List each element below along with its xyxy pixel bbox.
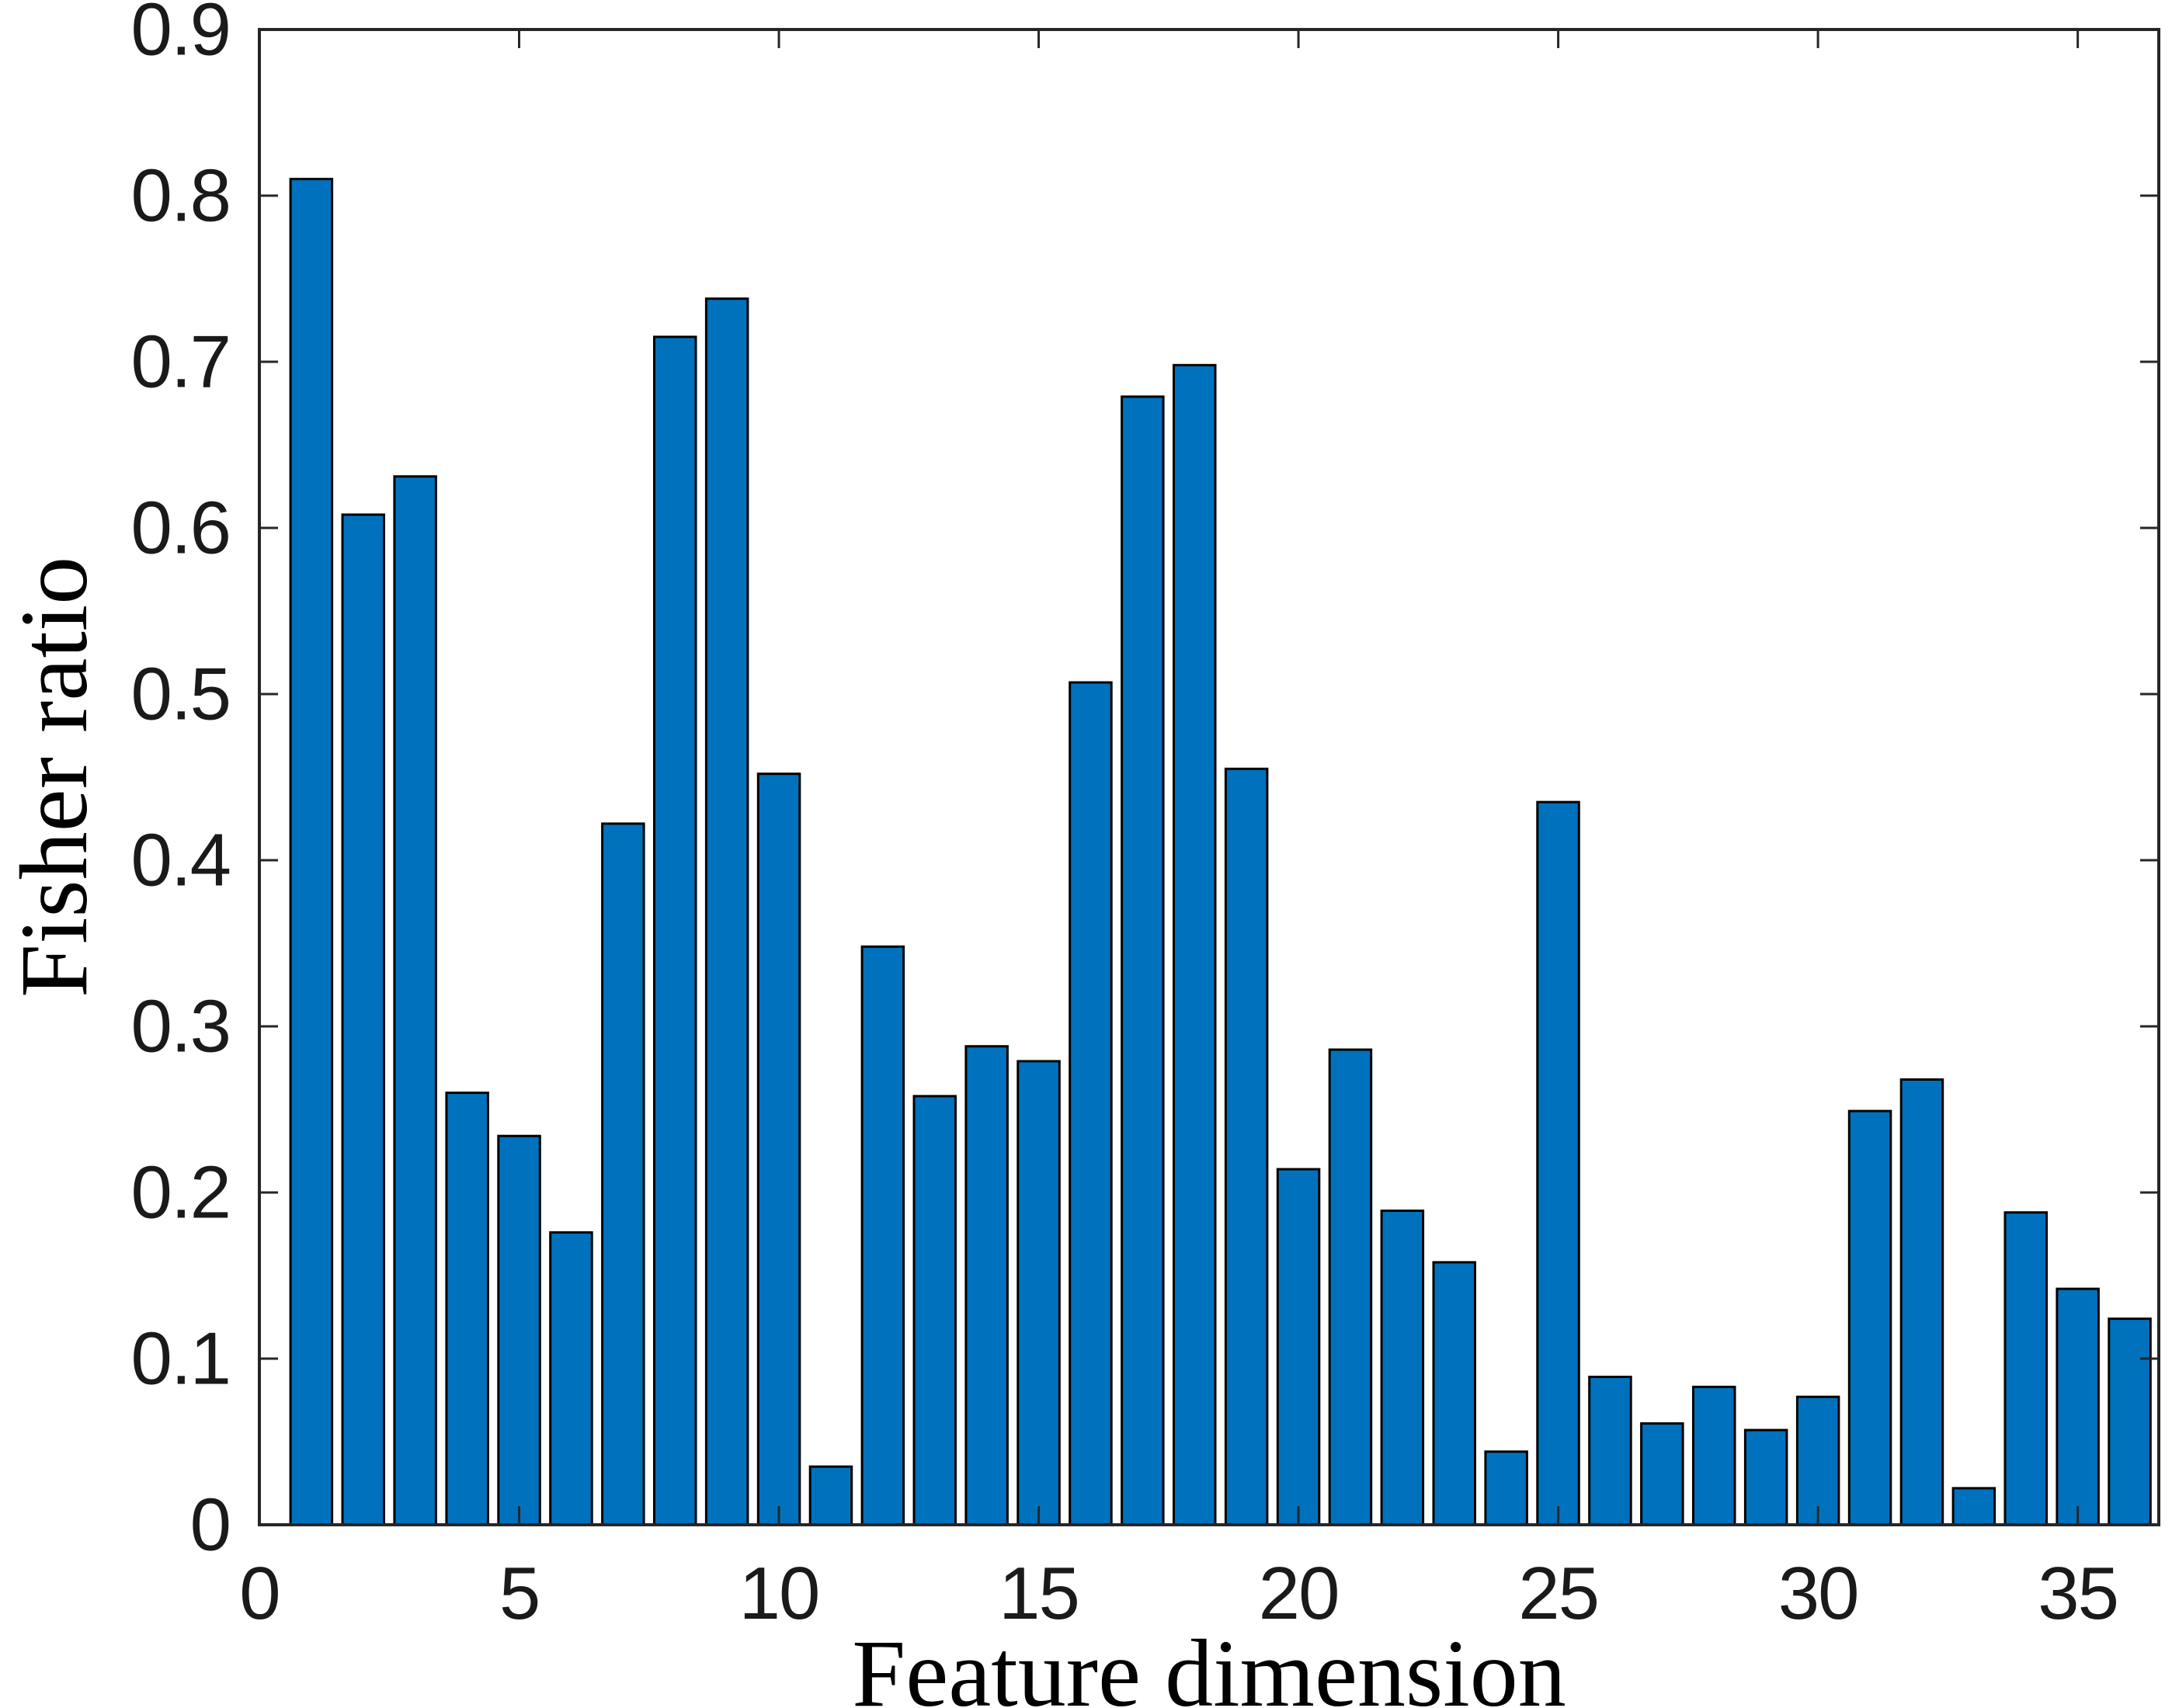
plot-frame <box>258 28 2160 1526</box>
y-tick-label: 0.8 <box>131 154 230 238</box>
y-tick-label: 0.9 <box>131 0 230 71</box>
bar-31 <box>1847 1109 1892 1526</box>
bar-3 <box>393 475 437 1526</box>
x-tick-label: 5 <box>499 1552 539 1635</box>
bar-6 <box>549 1231 593 1526</box>
x-tick-label: 25 <box>1518 1552 1598 1635</box>
bar-34 <box>2003 1211 2048 1526</box>
bar-16 <box>1069 681 1113 1526</box>
y-tick-label: 0.6 <box>131 487 230 570</box>
bar-14 <box>964 1045 1009 1526</box>
bar-5 <box>497 1134 541 1526</box>
bar-7 <box>601 822 645 1526</box>
bar-12 <box>860 945 905 1526</box>
x-tick-label: 0 <box>239 1552 279 1635</box>
bar-17 <box>1121 395 1165 1526</box>
bar-19 <box>1224 767 1269 1526</box>
bar-36 <box>2108 1317 2152 1526</box>
x-tick-label: 15 <box>999 1552 1079 1635</box>
bar-2 <box>341 513 385 1526</box>
x-tick-label: 10 <box>739 1552 819 1635</box>
bar-1 <box>289 178 334 1526</box>
bar-13 <box>912 1095 957 1526</box>
y-tick-label: 0.7 <box>131 321 230 404</box>
bar-15 <box>1016 1060 1061 1526</box>
y-tick-label: 0.5 <box>131 653 230 736</box>
bar-8 <box>653 335 697 1526</box>
y-axis-label: Fisher ratio <box>1 556 107 998</box>
x-axis-label: Feature dimension <box>852 1620 1566 1708</box>
x-tick-label: 30 <box>1778 1552 1858 1635</box>
bar-29 <box>1743 1429 1788 1526</box>
bar-35 <box>2056 1287 2100 1526</box>
bar-10 <box>756 772 801 1526</box>
bar-32 <box>1899 1078 1944 1526</box>
bar-21 <box>1328 1048 1373 1526</box>
bar-11 <box>808 1465 853 1526</box>
bar-20 <box>1276 1168 1321 1526</box>
bar-30 <box>1795 1395 1840 1526</box>
y-tick-label: 0.1 <box>131 1317 230 1401</box>
bar-18 <box>1173 363 1217 1526</box>
bar-33 <box>1951 1487 1997 1526</box>
y-tick-label: 0 <box>190 1484 230 1567</box>
y-tick-label: 0.2 <box>131 1151 230 1234</box>
bar-27 <box>1640 1422 1684 1526</box>
bar-23 <box>1432 1261 1476 1526</box>
x-tick-label: 20 <box>1259 1552 1339 1635</box>
bar-9 <box>704 297 749 1526</box>
bar-25 <box>1536 800 1580 1526</box>
y-tick-label: 0.4 <box>131 819 230 902</box>
bar-26 <box>1588 1376 1632 1526</box>
bar-22 <box>1380 1210 1425 1526</box>
bar-24 <box>1484 1450 1528 1526</box>
x-tick-label: 35 <box>2038 1552 2118 1635</box>
bar-4 <box>445 1092 489 1526</box>
bar-28 <box>1692 1385 1736 1526</box>
y-tick-label: 0.3 <box>131 985 230 1068</box>
